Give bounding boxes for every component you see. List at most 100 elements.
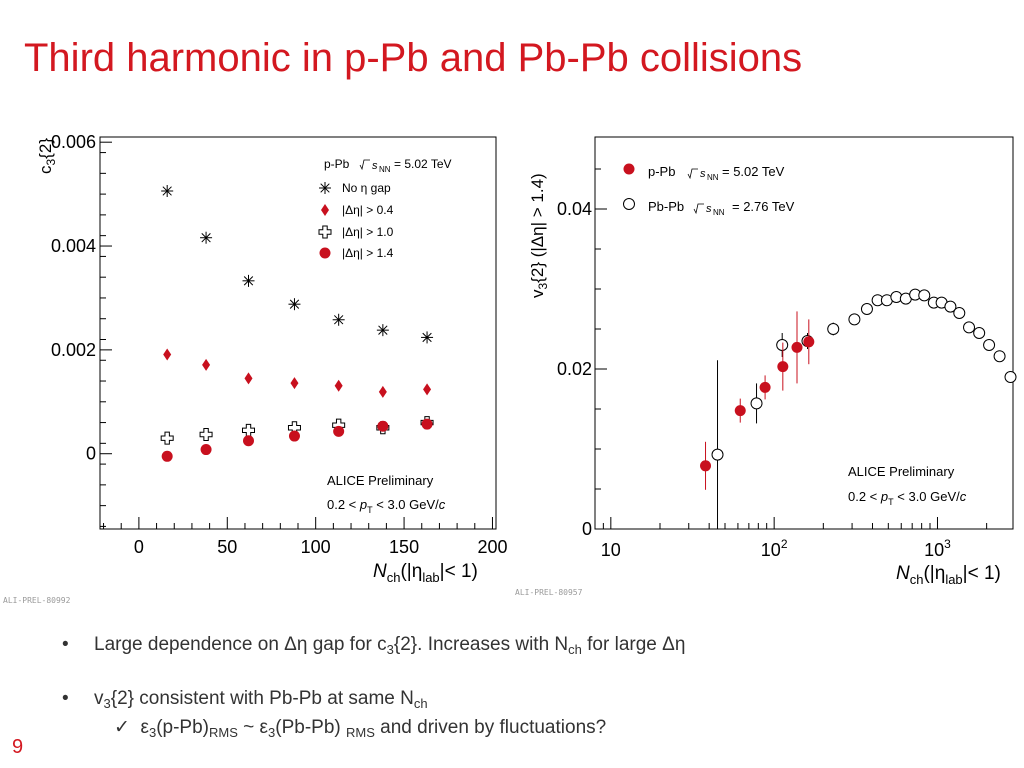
left-x-tick-label: 0: [134, 537, 144, 557]
left-y-tick-label: 0.002: [51, 340, 96, 360]
right-y-tick-label: 0: [582, 519, 592, 539]
pbpb-point: [983, 339, 996, 351]
bullet-1: • Large dependence on Δη gap for c3{2}. I…: [62, 634, 686, 657]
pbpb-point: [993, 350, 1006, 363]
point-gap-04: [378, 385, 387, 398]
left-legend-energy: = 5.02 TeV: [394, 157, 452, 171]
left-chart: 0 50 100 150 200 0 0.002 0.004 0.006 c3{2} Nch(|…: [36, 132, 507, 585]
ppb-point: [777, 361, 789, 373]
check-icon: ✓: [114, 717, 130, 738]
legend-ppb-energy: = 5.02 TeV: [722, 164, 785, 179]
right-y-tick-label: 0.04: [557, 199, 592, 219]
point-gap-04: [423, 383, 432, 396]
left-data-marks: [160, 184, 434, 462]
left-annotation-pt-range: 0.2 < pT < 3.0 GeV/c: [327, 497, 446, 515]
legend-label-gap-10: |Δη| > 1.0: [342, 225, 394, 239]
right-data-marks: [700, 288, 1017, 529]
point-gap-14: [421, 418, 433, 430]
left-legend-header: p-Pb: [324, 157, 350, 171]
right-y-tick-label: 0.02: [557, 359, 592, 379]
right-annotation-pt-range: 0.2 < pT < 3.0 GeV/c: [848, 489, 967, 507]
left-x-label: Nch(|ηlab|< 1): [373, 561, 478, 585]
point-gap-14: [288, 430, 300, 442]
point-gap-14: [377, 420, 389, 432]
legend-pbpb-marker: [623, 198, 635, 210]
legend-circle-marker: [319, 247, 331, 259]
page-number: 9: [12, 736, 24, 758]
page-title: Third harmonic in p-Pb and Pb-Pb collisi…: [24, 36, 803, 80]
right-legend: p-Pb s NN = 5.02 TeV Pb-Pb s NN = 2.76 T…: [623, 163, 795, 217]
point-gap-10: [160, 431, 174, 445]
point-gap-10: [199, 428, 213, 442]
right-chart: 10 102 103 0 0.02 0.04 v3{2} (|Δη| > 1.4) Nch…: [528, 136, 1017, 587]
point-gap-04: [334, 379, 343, 392]
legend-diamond-shape: [321, 204, 329, 216]
legend-ppb-snn: s: [700, 168, 706, 180]
point-gap-04: [202, 358, 211, 371]
right-plot-frame: [594, 136, 1014, 530]
pbpb-point: [776, 339, 789, 351]
legend-pbpb-snn: s: [706, 203, 712, 215]
legend-label-no-gap: No η gap: [342, 181, 391, 195]
legend-diamond-marker: [321, 204, 329, 216]
legend-cross-shape: [318, 225, 332, 239]
left-x-tick-label: 150: [389, 537, 419, 557]
pbpb-point: [963, 321, 976, 334]
point-gap-04: [163, 348, 172, 361]
left-figure-tag: ALI-PREL-80992: [3, 596, 71, 605]
legend-pbpb-label: Pb-Pb: [648, 199, 684, 214]
point-gap-14: [161, 450, 173, 462]
ppb-point: [803, 336, 815, 348]
pbpb-point: [953, 307, 966, 319]
legend-asterisk-shape: [319, 182, 331, 194]
left-axis-ticks: 0 50 100 150 200 0 0.002 0.004 0.006: [51, 132, 508, 557]
legend-pbpb-snn-sub: NN: [713, 208, 725, 217]
point-gap-14: [243, 435, 254, 447]
left-y-label: c3{2}: [36, 138, 58, 174]
left-x-tick-label: 200: [477, 537, 507, 557]
point-gap-14: [200, 444, 212, 456]
ppb-point: [734, 405, 746, 417]
legend-label-gap-14: |Δη| > 1.4: [342, 246, 394, 260]
right-x-label: Nch(|ηlab|< 1): [896, 563, 1001, 587]
pbpb-point: [750, 397, 763, 410]
pbpb-point: [711, 448, 724, 461]
right-x-tick-label: 102: [761, 537, 788, 560]
pbpb-point: [848, 313, 861, 326]
right-figure-tag: ALI-PREL-80957: [515, 588, 583, 597]
legend-ppb-marker: [623, 163, 635, 175]
legend-pbpb-energy: = 2.76 TeV: [732, 199, 795, 214]
point-no-gap: [376, 324, 389, 337]
legend-cross-marker: [318, 225, 332, 239]
legend-ppb-label: p-Pb: [648, 164, 675, 179]
ppb-point: [759, 381, 771, 393]
left-x-tick-label: 50: [217, 537, 237, 557]
point-no-gap: [421, 331, 434, 344]
left-y-tick-label: 0: [86, 444, 96, 464]
ppb-point: [791, 341, 803, 353]
right-y-label: v3{2} (|Δη| > 1.4): [528, 173, 550, 298]
pbpb-point: [944, 300, 957, 313]
point-no-gap: [161, 184, 174, 197]
right-annotation-preliminary: ALICE Preliminary: [848, 464, 955, 479]
left-legend-snn-sub: NN: [379, 165, 391, 174]
left-legend: p-Pb s NN = 5.02 TeV No η gap |Δη| > 0.4…: [318, 157, 452, 260]
right-x-tick-label: 10: [601, 540, 621, 560]
pbpb-point: [973, 327, 986, 339]
right-x-tick-label: 103: [924, 537, 951, 560]
legend-asterisk-marker: [319, 182, 331, 194]
point-gap-14: [333, 425, 345, 437]
left-annotation-preliminary: ALICE Preliminary: [327, 473, 434, 488]
point-no-gap: [332, 313, 345, 326]
left-y-tick-label: 0.004: [51, 236, 96, 256]
point-no-gap: [288, 298, 301, 311]
point-gap-04: [290, 377, 299, 390]
pbpb-point: [918, 289, 931, 302]
pbpb-point: [860, 303, 873, 315]
pbpb-point: [1004, 371, 1017, 383]
legend-circle-shape: [319, 247, 331, 259]
point-gap-04: [244, 372, 253, 385]
bullet-2: • v3{2} consistent with Pb-Pb at same Nch: [62, 688, 428, 711]
point-no-gap: [200, 231, 213, 244]
